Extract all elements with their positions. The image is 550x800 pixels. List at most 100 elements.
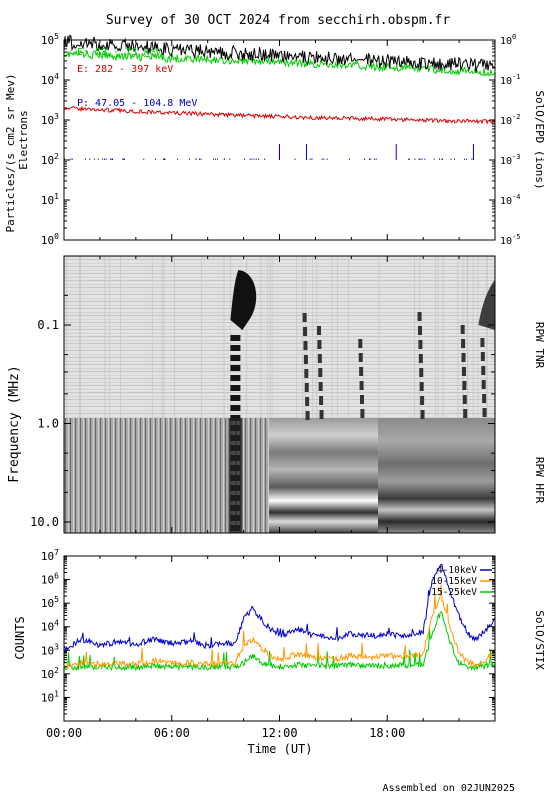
radio-burst-segment: [230, 335, 241, 341]
epd-plot-frame: [63, 39, 496, 241]
rpw-ylabel: Frequency (MHz): [7, 365, 22, 482]
rpw-panel: 0.1 1.0 10.0 Frequency (MHz) RPW TNR RPW H…: [7, 255, 546, 534]
radio-burst-segment: [481, 366, 486, 375]
stix-x-tick-label: 18:00: [369, 726, 405, 740]
epd-left-tick-label: 103: [41, 112, 59, 127]
stix-y-tick-label: 105: [41, 595, 59, 610]
radio-burst-segment: [417, 312, 422, 321]
radio-burst-segment: [303, 327, 308, 336]
radio-burst-segment: [461, 353, 466, 362]
epd-left-tick-label: 100: [41, 232, 59, 247]
epd-series-line-3: [63, 34, 496, 74]
radio-burst-segment: [319, 410, 324, 419]
epd-left-tick-label: 102: [41, 152, 59, 167]
epd-ylabel-right: SolO/EPD (ions): [533, 90, 546, 189]
radio-burst-segment: [303, 355, 308, 364]
tnr-background: [64, 256, 495, 418]
epd-left-tick-label: 104: [41, 72, 59, 87]
radio-burst-segment: [317, 354, 322, 363]
stix-plot-frame: [63, 555, 496, 722]
epd-ylabel-left: Particles/(s cm2 sr Mev): [4, 74, 17, 233]
radio-burst-segment: [417, 326, 422, 335]
radio-burst-segment: [317, 326, 322, 335]
radio-burst-segment: [418, 340, 423, 349]
radio-burst-segment: [358, 339, 363, 348]
stix-series-line-2: [63, 610, 496, 672]
radio-burst-segment: [480, 352, 485, 361]
epd-right-tick-label: 10-3: [500, 153, 520, 167]
figure-title: Survey of 30 OCT 2024 from secchirh.obsp…: [106, 13, 451, 28]
radio-burst-segment: [358, 353, 363, 362]
epd-legend: E: 53 - 73 keV E: 282 - 397 keV P: 47.05 -…: [77, 47, 197, 109]
radio-burst-segment: [319, 396, 324, 405]
epd-right-tick-label: 10-2: [500, 113, 520, 127]
radio-burst-segment: [318, 382, 323, 391]
radio-burst-segment: [482, 408, 487, 417]
radio-burst-segment: [482, 394, 487, 403]
hfr-mid-band: [269, 418, 378, 533]
radio-burst-segment: [230, 355, 241, 361]
radio-burst-segment: [359, 381, 364, 390]
radio-burst-segment: [420, 410, 425, 419]
stix-axis-ticks: 101 102 103 104 105 106 107 00:00 06:00 12:00 18:0…: [41, 548, 496, 740]
epd-right-tick-label: 10-5: [500, 233, 520, 247]
epd-left-tick-label: 101: [41, 192, 59, 207]
stix-legend-entry: 4-10keV: [437, 565, 477, 576]
radio-burst-segment: [317, 340, 322, 349]
radio-burst-segment: [305, 411, 310, 420]
radio-burst-segment: [359, 395, 364, 404]
hfr-right-band: [378, 418, 495, 533]
epd-right-tick-label: 10-4: [500, 193, 520, 207]
radio-burst-segment: [230, 375, 241, 381]
rpw-y-tick-label: 0.1: [37, 318, 59, 332]
stix-y-tick-label: 101: [41, 689, 59, 704]
radio-burst-segment: [304, 369, 309, 378]
stix-x-tick-label: 06:00: [154, 726, 190, 740]
stix-y-tick-label: 107: [41, 548, 59, 563]
epd-series-line-0: [63, 49, 496, 77]
radio-burst-segment: [480, 338, 485, 347]
radio-burst-segment: [360, 409, 365, 418]
epd-left-tick-label: 105: [41, 32, 59, 47]
radio-burst-segment: [420, 396, 425, 405]
stix-legend-entry: 10-15keV: [431, 576, 477, 587]
stix-xlabel: Time (UT): [247, 742, 312, 756]
radio-burst-segment: [359, 367, 364, 376]
epd-legend-entry: E: 282 - 397 keV: [77, 64, 173, 75]
stix-ylabel-right: SolO/STIX: [533, 610, 546, 670]
radio-burst-segment: [460, 325, 465, 334]
radio-burst-segment: [305, 397, 310, 406]
radio-burst-segment: [230, 385, 241, 391]
stix-y-tick-label: 102: [41, 666, 59, 681]
radio-burst-segment: [230, 365, 241, 371]
radio-burst: [230, 270, 257, 330]
stix-x-tick-label: 12:00: [261, 726, 297, 740]
stix-y-tick-label: 104: [41, 619, 59, 634]
rpw-tnr-label: RPW TNR: [533, 322, 546, 369]
radio-burst-segment: [318, 368, 323, 377]
stix-ylabel: COUNTS: [13, 616, 27, 659]
epd-ylabel-left-sub: Electrons: [17, 110, 30, 170]
radio-burst-segment: [419, 382, 424, 391]
stix-series-group: [63, 563, 496, 672]
radio-burst-group: [66, 256, 495, 533]
radio-burst-segment: [230, 405, 241, 411]
rpw-y-tick-label: 10.0: [30, 515, 59, 529]
rpw-y-tick-label: 1.0: [37, 417, 59, 431]
epd-series-group: [63, 34, 496, 160]
radio-burst-hfr: [228, 418, 243, 533]
stix-series-line-0: [63, 563, 495, 652]
radio-burst-segment: [418, 354, 423, 363]
assembled-footer: Assembled on 02JUN2025: [383, 783, 515, 794]
radio-burst-segment: [461, 339, 466, 348]
radio-burst-segment: [462, 395, 467, 404]
radio-burst-segment: [302, 313, 307, 322]
radio-burst-segment: [304, 383, 309, 392]
epd-legend-entry: E: 53 - 73 keV: [77, 47, 161, 58]
epd-series-line-1: [63, 105, 496, 125]
radio-burst-segment: [303, 341, 308, 350]
rpw-axis-ticks: 0.1 1.0 10.0: [30, 256, 496, 533]
radio-burst: [478, 280, 495, 330]
